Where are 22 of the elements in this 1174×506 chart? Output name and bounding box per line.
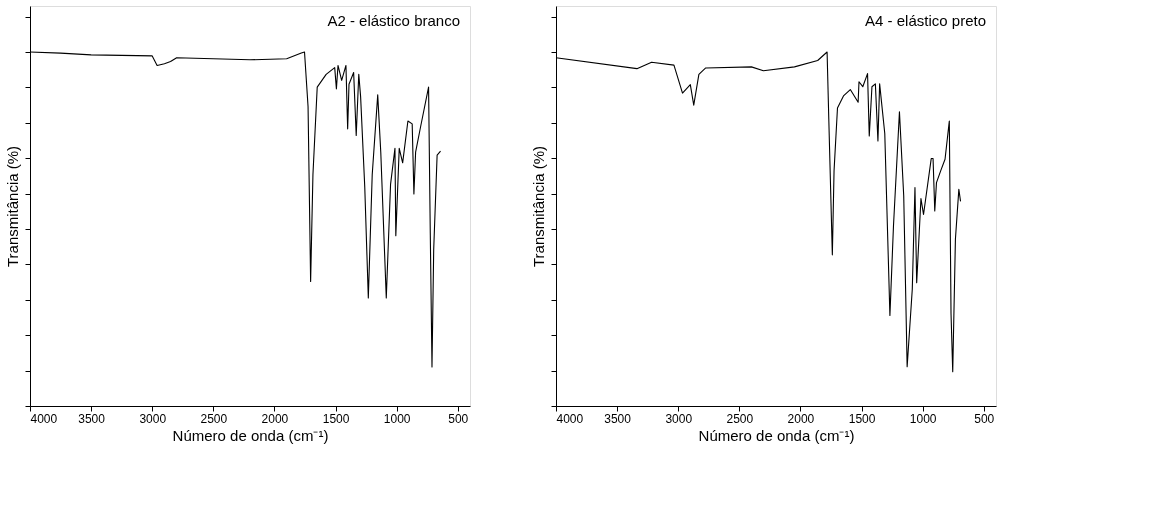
x-tick-label: 2000	[787, 411, 815, 426]
text: A2 - elástico branco	[327, 12, 460, 29]
x-tick-label: 3000	[139, 411, 167, 426]
x-tick-label: 1500	[322, 411, 350, 426]
x-tick-label: 1000	[383, 411, 411, 426]
y-axis-title: Transmitância (%)	[4, 145, 21, 268]
y-axis-title: Transmitância (%)	[530, 145, 547, 268]
x-tick-label: 4000	[30, 411, 58, 426]
x-tick-label: 2000	[261, 411, 289, 426]
x-tick-label: 1000	[909, 411, 937, 426]
x-tick-label: 4000	[556, 411, 584, 426]
x-tick-label: 3500	[604, 411, 632, 426]
text: A4 - elástico preto	[865, 12, 986, 29]
x-tick-label: 2500	[200, 411, 228, 426]
x-tick-label: 500	[448, 411, 469, 426]
x-axis-title: Número de onda (cm⁻¹)	[698, 426, 855, 444]
x-tick-label: 3000	[665, 411, 693, 426]
x-axis-title: Número de onda (cm⁻¹)	[172, 426, 329, 444]
x-tick-label: 3500	[78, 411, 106, 426]
x-tick-label: 500	[974, 411, 995, 426]
x-tick-label: 1500	[848, 411, 876, 426]
x-tick-label: 2500	[726, 411, 754, 426]
